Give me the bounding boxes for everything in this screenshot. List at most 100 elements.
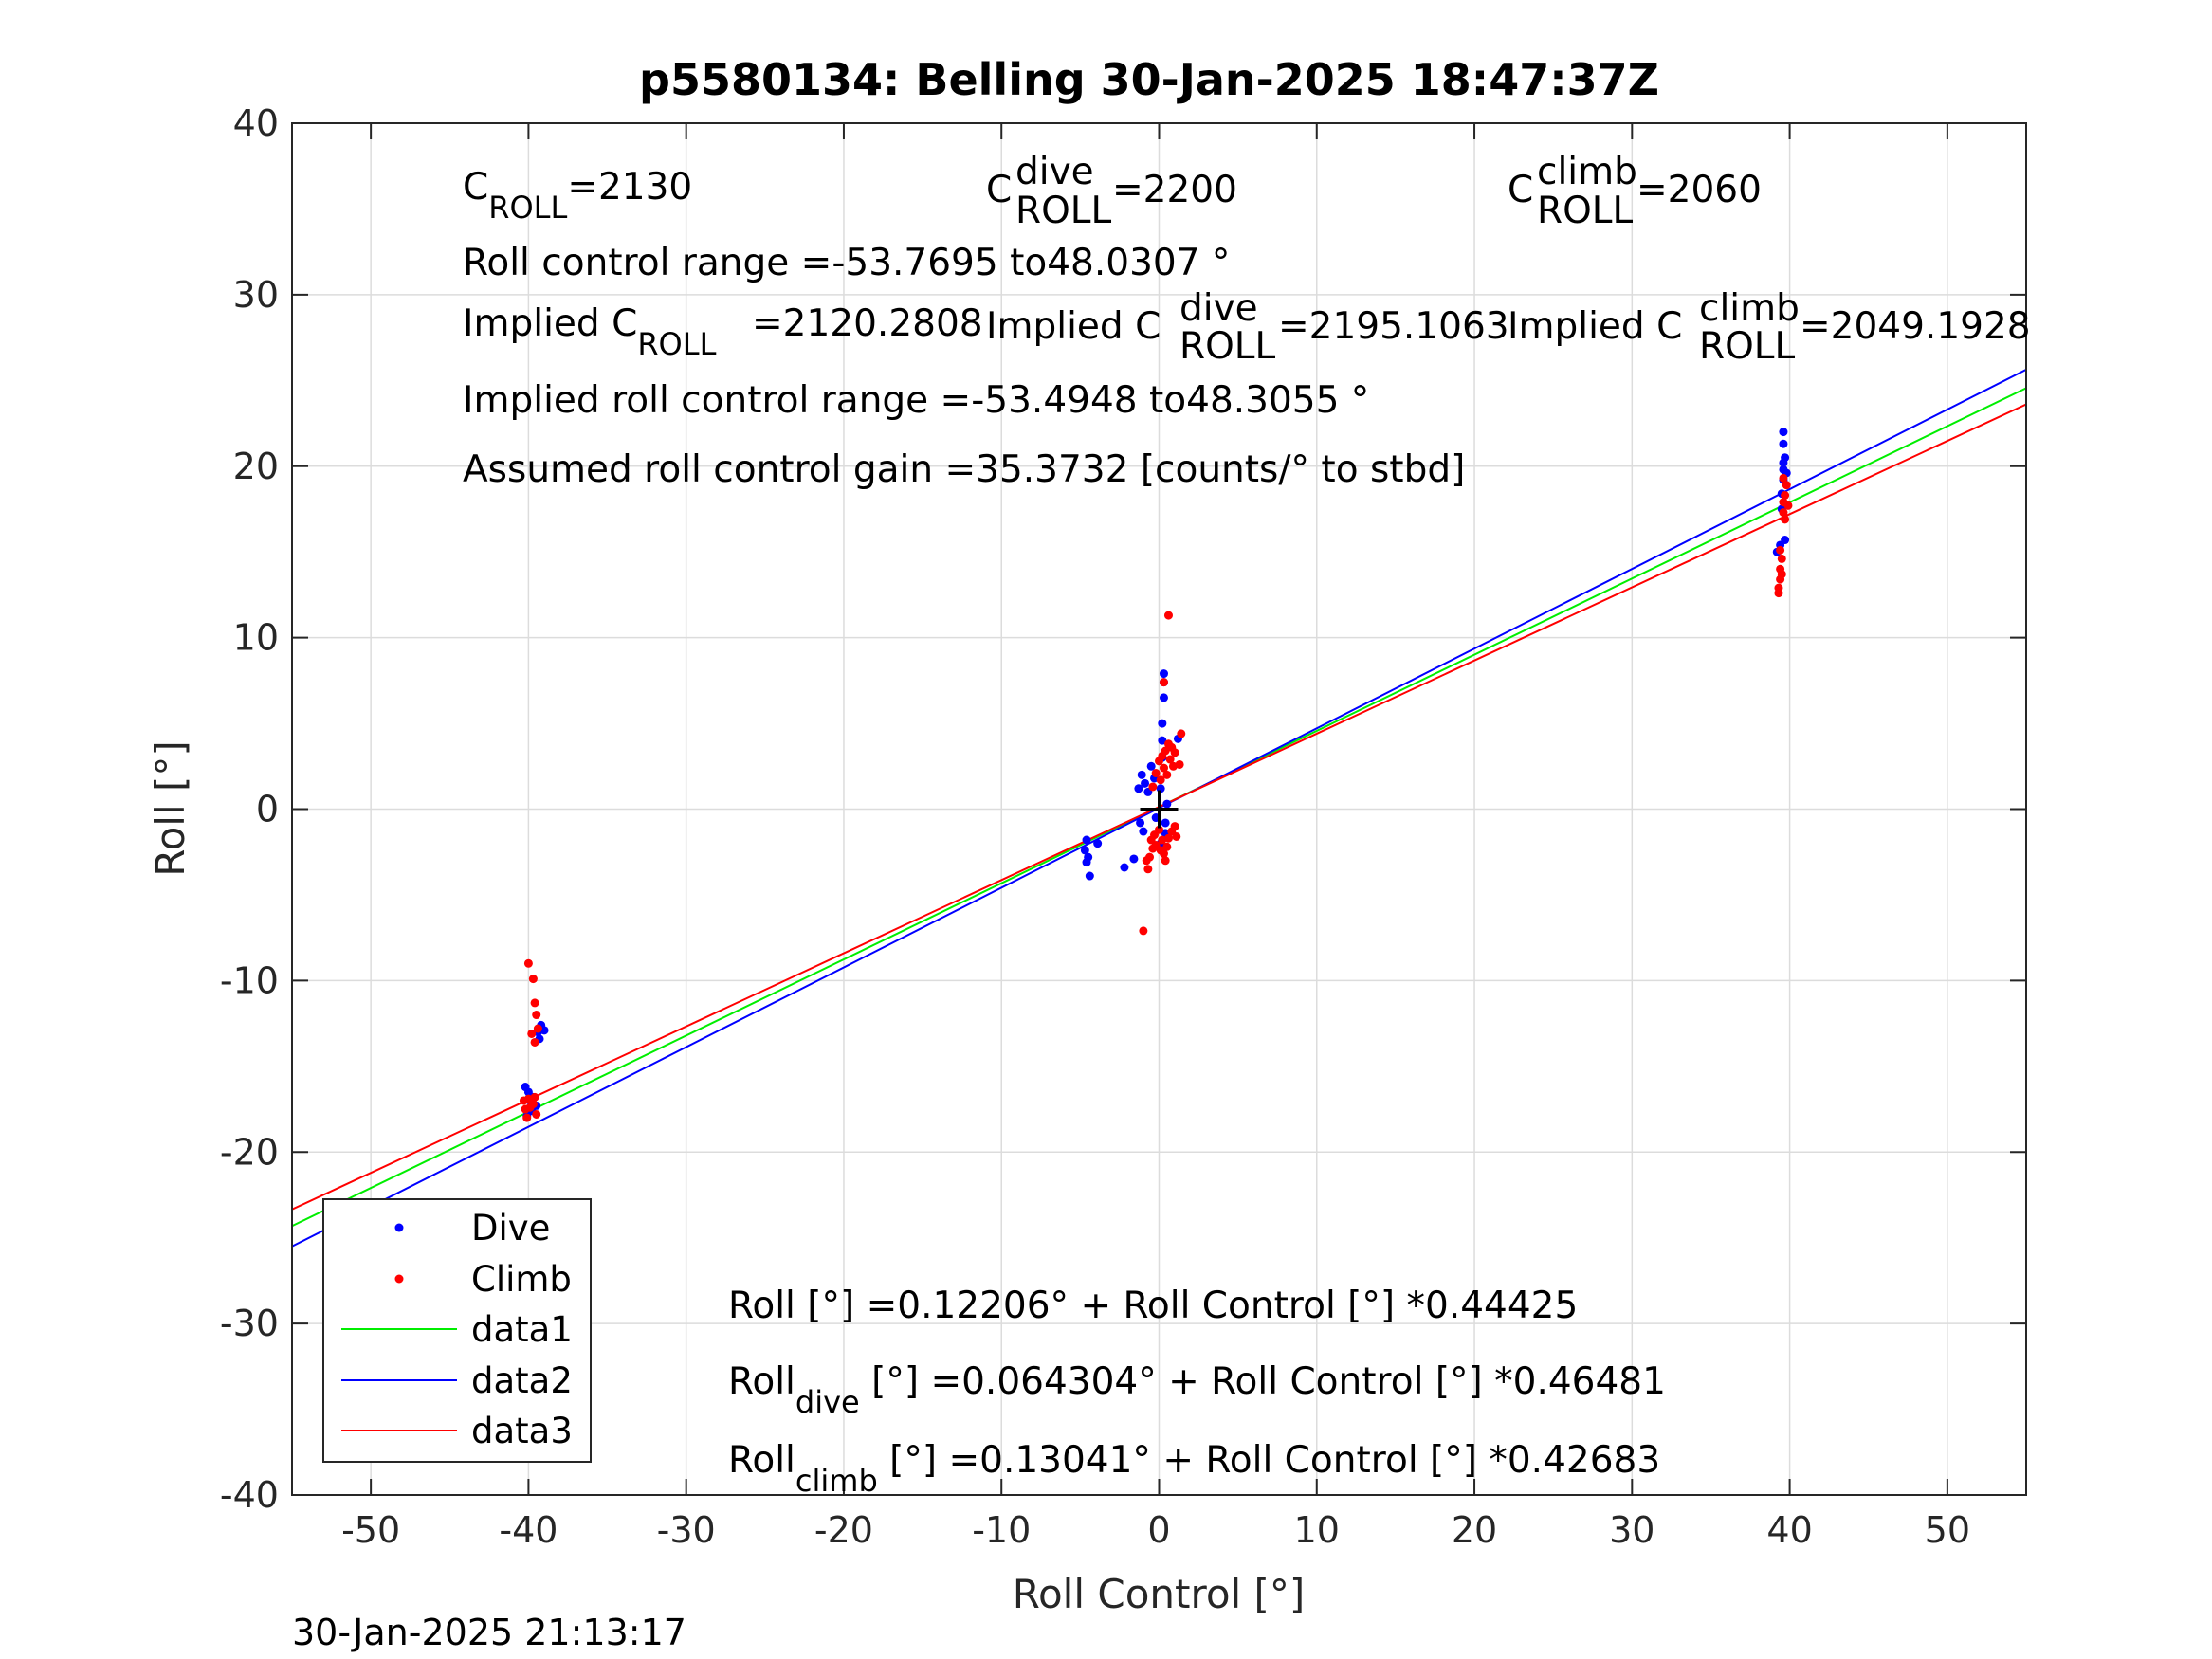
- annotation-fit-all: Roll [°] =0.12206° + Roll Control [°] *0…: [728, 1285, 1578, 1327]
- climb-point: [1777, 554, 1786, 563]
- timestamp: 30-Jan-2025 21:13:17: [292, 1612, 686, 1653]
- dive-point: [1781, 453, 1790, 463]
- climb-point: [527, 1029, 537, 1038]
- annotation-fit-dive: Rolldive [°] =0.064304° + Roll Control […: [728, 1360, 1666, 1420]
- dive-point: [1085, 871, 1094, 881]
- annotation-implied-c-climb-sup: climb: [1699, 287, 1800, 330]
- climb-point: [1159, 678, 1168, 687]
- y-tick-label: 10: [233, 617, 279, 659]
- dive-point: [1146, 761, 1156, 771]
- y-tick-label: 40: [233, 102, 279, 144]
- annotation-implied-c-roll: Implied CROLL: [463, 302, 717, 362]
- dive-point: [1137, 770, 1146, 779]
- legend-label-data1: data1: [471, 1309, 573, 1350]
- climb-point: [1162, 842, 1172, 851]
- dive-point: [1139, 827, 1148, 836]
- tick-marks: [292, 122, 2026, 1496]
- x-tick-label: 20: [1452, 1509, 1497, 1551]
- dive-point: [1158, 719, 1167, 728]
- annotation-implied-c-roll-value: =2120.2808: [752, 302, 983, 345]
- dive-point: [1158, 736, 1167, 745]
- series-climb-points: [519, 473, 1793, 1122]
- climb-point: [1163, 611, 1173, 620]
- x-tick-label: 30: [1609, 1509, 1654, 1551]
- dive-point: [1159, 693, 1168, 702]
- x-tick-label: -50: [341, 1509, 400, 1551]
- dive-point: [1141, 778, 1150, 788]
- climb-point: [530, 1037, 539, 1047]
- y-tick-label: 0: [256, 789, 279, 830]
- legend-box: [322, 1198, 592, 1463]
- y-axis-label: Roll [°]: [147, 740, 193, 876]
- annotation-roll-range: Roll control range =-53.7695 to48.0307 °: [463, 242, 1230, 284]
- climb-point: [1163, 833, 1173, 843]
- y-tick-label: 20: [233, 446, 279, 487]
- annotation-implied-c-dive-value: =2195.1063: [1278, 305, 1509, 348]
- annotation-c-roll: CROLL=2130: [463, 166, 692, 226]
- climb-point: [1175, 759, 1184, 769]
- annotation-c-dive-value: =2200: [1112, 169, 1237, 211]
- climb-point: [533, 1024, 542, 1033]
- climb-point: [1161, 856, 1170, 866]
- climb-point: [523, 958, 533, 968]
- climb-point: [1777, 570, 1786, 579]
- dive-point: [1082, 835, 1091, 845]
- y-tick-label: -40: [220, 1474, 279, 1516]
- climb-point: [1782, 481, 1791, 490]
- climb-point: [1779, 508, 1788, 518]
- annotation-gain: Assumed roll control gain =35.3732 [coun…: [463, 448, 1465, 491]
- climb-point: [1159, 763, 1168, 773]
- dive-point: [1781, 536, 1790, 545]
- annotation-c-dive-sup: dive: [1015, 151, 1094, 193]
- climb-point: [1145, 852, 1155, 862]
- dive-point: [1080, 846, 1089, 855]
- x-tick-label: -10: [972, 1509, 1031, 1551]
- legend-marker-climb: [394, 1274, 404, 1284]
- dive-point: [1120, 863, 1129, 872]
- dive-point: [1779, 439, 1788, 448]
- dive-point: [1129, 854, 1139, 864]
- annotation-c-climb: C: [1508, 169, 1533, 211]
- dive-point: [1159, 669, 1168, 679]
- climb-point: [1156, 775, 1165, 785]
- climb-point: [1172, 831, 1181, 841]
- dive-point: [1082, 858, 1091, 867]
- x-axis-label: Roll Control [°]: [1013, 1571, 1306, 1617]
- x-tick-label: 10: [1294, 1509, 1340, 1551]
- x-tick-label: 0: [1147, 1509, 1170, 1551]
- annotation-implied-c-climb-sub: ROLL: [1699, 325, 1796, 368]
- annotation-fit-climb: Rollclimb [°] =0.13041° + Roll Control […: [728, 1439, 1660, 1499]
- plot-area: [292, 369, 2026, 1248]
- annotations: CROLL=2130 C dive ROLL =2200 C climb ROL…: [463, 151, 2031, 1499]
- climb-point: [1776, 545, 1785, 555]
- climb-point: [1151, 769, 1161, 778]
- annotation-implied-c-dive-sub: ROLL: [1179, 325, 1276, 368]
- x-tick-label: -20: [814, 1509, 873, 1551]
- climb-point: [1170, 822, 1179, 831]
- climb-point: [1162, 770, 1172, 779]
- climb-point: [532, 1109, 541, 1119]
- chart-title: p5580134: Belling 30-Jan-2025 18:47:37Z: [639, 54, 1659, 105]
- x-tick-labels: -50 -40 -30 -20 -10 0 10 20 30 40 50: [341, 1509, 1970, 1551]
- legend: Dive Climb data1 data2 data3: [322, 1198, 592, 1463]
- x-tick-label: -40: [499, 1509, 558, 1551]
- climb-point: [528, 975, 538, 984]
- y-tick-label: -10: [220, 959, 279, 1001]
- annotation-c-climb-sub: ROLL: [1537, 190, 1634, 232]
- climb-point: [522, 1113, 532, 1122]
- climb-point: [1148, 782, 1158, 792]
- annotation-implied-c-dive-sup: dive: [1179, 287, 1258, 330]
- y-tick-label: -30: [220, 1303, 279, 1344]
- annotation-implied-c-climb-value: =2049.1928: [1800, 305, 2031, 348]
- climb-point: [1161, 746, 1170, 756]
- dive-point: [1093, 839, 1103, 848]
- climb-point: [1177, 729, 1186, 738]
- legend-marker-dive: [394, 1223, 404, 1232]
- climb-point: [1165, 755, 1175, 764]
- y-tick-labels: -40 -30 -20 -10 0 10 20 30 40: [220, 102, 279, 1516]
- dive-point: [1161, 818, 1170, 828]
- dive-point: [1134, 784, 1143, 793]
- climb-point: [1155, 825, 1163, 834]
- climb-point: [1783, 501, 1793, 510]
